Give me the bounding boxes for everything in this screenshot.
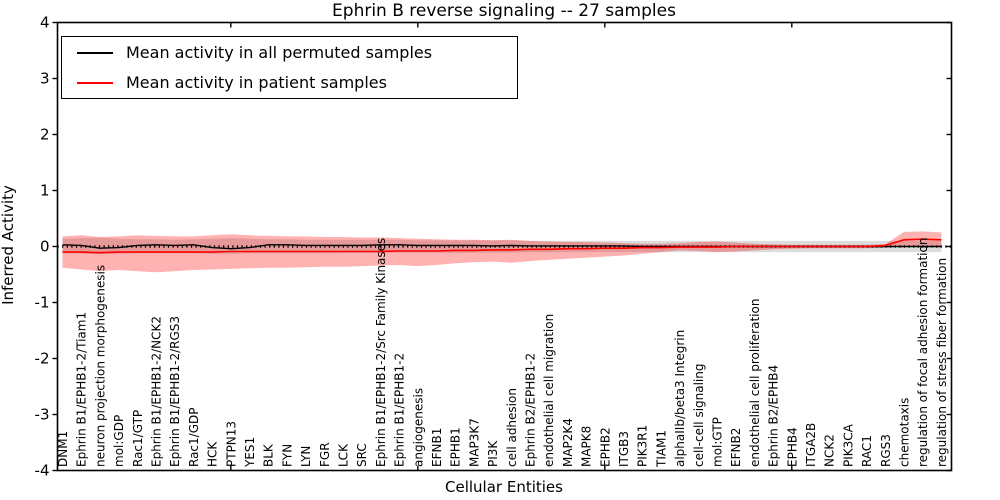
x-tick-label: MAPK8 — [580, 426, 594, 467]
y-tick-label: -3 — [35, 406, 50, 424]
y-tick-label: -4 — [35, 462, 50, 480]
x-tick-label: EPHB2 — [598, 427, 612, 467]
x-tick-label: Ephrin B2/EPHB1-2 — [524, 353, 538, 467]
legend-label-patient: Mean activity in patient samples — [126, 73, 387, 92]
x-tick-label: FYN — [280, 444, 294, 467]
x-tick-label: regulation of focal adhesion formation — [916, 238, 930, 467]
x-tick-label: EPHB4 — [785, 427, 799, 467]
legend-line-sample-black — [77, 51, 113, 54]
y-tick-label: 2 — [40, 126, 50, 144]
chart-title: Ephrin B reverse signaling -- 27 samples — [332, 1, 676, 21]
x-tick-label: PTPN13 — [224, 421, 238, 467]
y-tick-label: 1 — [40, 182, 50, 200]
x-tick-label: regulation of stress fiber formation — [935, 258, 949, 467]
x-tick-label: BLK — [262, 443, 276, 467]
x-tick-label: Ephrin B1/EPHB1-2/Src Family Kinases — [374, 238, 388, 467]
x-tick-label: Ephrin B1/EPHB1-2 — [393, 353, 407, 467]
x-tick-label: mol:GDP — [112, 415, 126, 467]
x-tick-label: PIK3CA — [841, 423, 855, 467]
x-tick-label: mol:GTP — [711, 417, 725, 467]
x-tick-label: PI3K — [486, 440, 500, 467]
y-axis-title: Inferred Activity — [0, 185, 17, 305]
x-tick-label: TIAM1 — [654, 430, 668, 468]
x-tick-label: EPHB1 — [449, 427, 463, 467]
x-tick-label: NCK2 — [823, 434, 837, 467]
x-tick-label: angiogenesis — [411, 388, 425, 467]
x-tick-label: Ephrin B1/EPHB1-2/Tiam1 — [75, 312, 89, 467]
x-tick-label: cell-cell signaling — [692, 364, 706, 468]
x-tick-label: endothelial cell proliferation — [748, 299, 762, 467]
x-tick-label: Rac1/GTP — [131, 410, 145, 467]
x-tick-label: Ephrin B2/EPHB4 — [767, 365, 781, 467]
x-tick-label: endothelial cell migration — [542, 314, 556, 467]
x-tick-label: chemotaxis — [898, 398, 912, 467]
x-tick-label: cell adhesion — [505, 388, 519, 467]
y-tick-label: -2 — [35, 350, 50, 368]
legend-line-sample-red — [77, 81, 113, 84]
x-tick-label: DNM1 — [56, 431, 70, 467]
x-tick-label: LYN — [299, 446, 313, 467]
legend: Mean activity in all permuted samples Me… — [61, 36, 518, 99]
x-tick-label: PIK3R1 — [636, 425, 650, 467]
legend-item-permuted: Mean activity in all permuted samples — [62, 38, 517, 68]
x-tick-label: Rac1/GDP — [187, 408, 201, 467]
x-axis-title: Cellular Entities — [445, 478, 563, 496]
x-tick-label: Ephrin B1/EPHB1-2/RGS3 — [168, 316, 182, 467]
x-tick-label: alphaIIb/beta3 Integrin — [673, 330, 687, 467]
x-tick-label: HCK — [206, 441, 220, 467]
x-tick-label: SRC — [355, 443, 369, 467]
x-tick-label: RGS3 — [879, 434, 893, 467]
x-tick-label: EFNB2 — [729, 428, 743, 467]
x-tick-label: YES1 — [243, 437, 257, 468]
x-tick-label: ITGB3 — [617, 431, 631, 467]
y-tick-label: 3 — [40, 70, 50, 88]
x-tick-label: RAC1 — [860, 435, 874, 467]
legend-item-patient: Mean activity in patient samples — [62, 68, 517, 98]
x-tick-label: ITGA2B — [804, 423, 818, 467]
x-tick-label: Ephrin B1/EPHB1-2/NCK2 — [150, 316, 164, 467]
y-tick-label: 4 — [40, 14, 50, 32]
patient-band — [62, 231, 942, 273]
x-tick-label: EFNB1 — [430, 428, 444, 467]
y-tick-label: -1 — [35, 294, 50, 312]
legend-label-permuted: Mean activity in all permuted samples — [126, 43, 433, 62]
x-tick-label: FGR — [318, 442, 332, 467]
patient-mean-line — [62, 238, 942, 254]
x-tick-label: neuron projection morphogenesis — [93, 265, 107, 467]
x-tick-label: MAP3K7 — [467, 418, 481, 467]
x-tick-label: LCK — [337, 443, 351, 467]
x-tick-label: MAP2K4 — [561, 418, 575, 467]
y-tick-label: 0 — [40, 238, 50, 256]
